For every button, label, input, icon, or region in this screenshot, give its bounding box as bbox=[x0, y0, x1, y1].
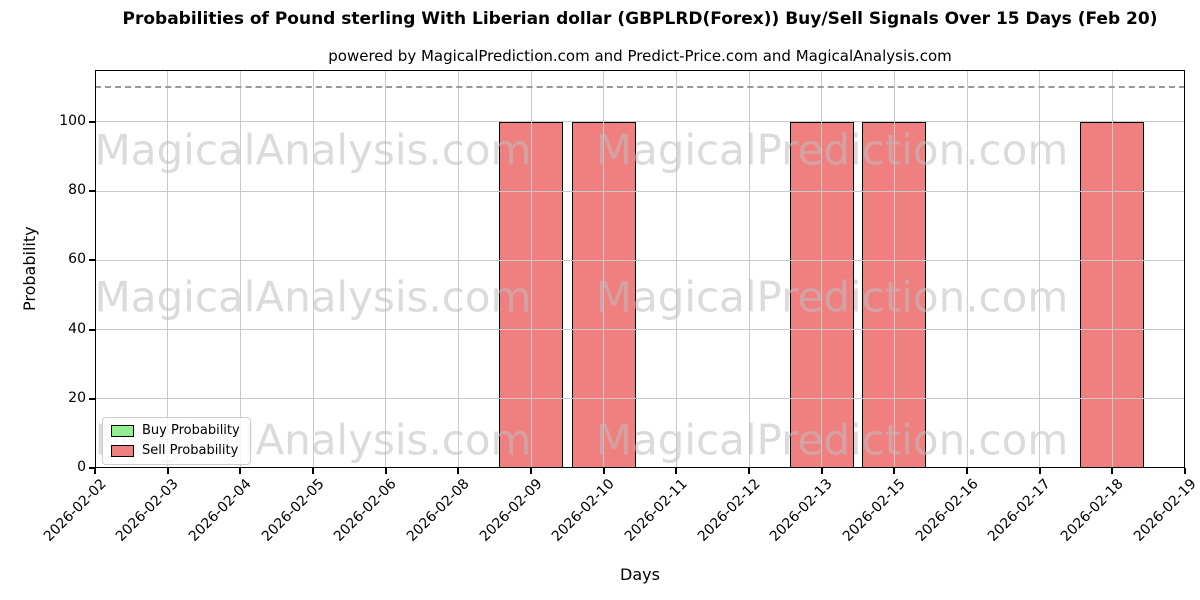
x-tick-label: 2026-02-10 bbox=[549, 476, 618, 545]
x-tick-mark bbox=[384, 468, 387, 474]
y-tick-mark bbox=[89, 120, 95, 123]
y-tick-label: 20 bbox=[68, 389, 86, 406]
x-tick-mark bbox=[312, 468, 314, 474]
chart-title: Probabilities of Pound sterling With Lib… bbox=[122, 9, 1158, 29]
legend: Buy Probability Sell Probability bbox=[102, 417, 251, 465]
y-tick-label: 40 bbox=[68, 320, 86, 337]
y-tick-mark bbox=[89, 328, 95, 331]
y-axis-label: Probability bbox=[20, 226, 39, 312]
x-tick-label: 2026-02-02 bbox=[40, 476, 110, 545]
watermark-text: MagicalPrediction.com bbox=[595, 125, 1069, 175]
legend-swatch-buy bbox=[111, 424, 134, 437]
gridline-vertical bbox=[312, 70, 314, 468]
x-tick-mark bbox=[166, 468, 169, 474]
x-tick-mark bbox=[893, 468, 896, 474]
x-tick-label: 2026-02-05 bbox=[258, 476, 328, 545]
x-tick-label: 2026-02-04 bbox=[185, 476, 255, 545]
gridline-vertical bbox=[821, 70, 823, 468]
x-tick-label: 2026-02-15 bbox=[839, 476, 909, 545]
x-tick-label: 2026-02-19 bbox=[1130, 476, 1200, 545]
x-tick-mark bbox=[820, 468, 823, 474]
x-tick-label: 2026-02-12 bbox=[694, 476, 764, 545]
x-tick-mark bbox=[457, 468, 460, 474]
legend-swatch-sell bbox=[111, 444, 134, 457]
y-tick-mark bbox=[89, 397, 95, 400]
x-tick-mark bbox=[1111, 468, 1114, 474]
gridline-vertical bbox=[1039, 70, 1041, 468]
gridline-horizontal bbox=[95, 329, 1185, 331]
x-tick-label: 2026-02-09 bbox=[476, 476, 546, 545]
watermark-text: MagicalPrediction.com bbox=[595, 415, 1069, 465]
gridline-horizontal bbox=[95, 259, 1185, 261]
x-tick-mark bbox=[530, 468, 532, 474]
gridline-horizontal bbox=[95, 398, 1185, 400]
y-tick-label: 100 bbox=[59, 112, 86, 129]
x-axis-label: Days bbox=[620, 565, 660, 584]
chart-subtitle: powered by MagicalPrediction.com and Pre… bbox=[328, 47, 952, 65]
legend-label: Buy Probability bbox=[142, 423, 240, 438]
gridline-vertical bbox=[1111, 70, 1113, 468]
x-tick-mark bbox=[966, 468, 968, 474]
legend-item: Sell Probability bbox=[111, 443, 240, 458]
x-tick-mark bbox=[239, 468, 242, 474]
x-tick-mark bbox=[675, 468, 678, 474]
x-tick-label: 2026-02-13 bbox=[767, 476, 836, 545]
gridline-vertical bbox=[1184, 70, 1185, 468]
gridline-vertical bbox=[966, 70, 968, 468]
legend-item: Buy Probability bbox=[111, 423, 240, 438]
x-tick-label: 2026-02-06 bbox=[331, 476, 400, 545]
x-tick-label: 2026-02-11 bbox=[621, 476, 691, 545]
y-tick-label: 0 bbox=[77, 459, 86, 475]
gridline-vertical bbox=[457, 70, 459, 468]
x-tick-label: 2026-02-18 bbox=[1057, 476, 1127, 545]
watermark-text: MagicalAnalysis.com bbox=[95, 272, 532, 322]
gridline-vertical bbox=[893, 70, 895, 468]
gridline-vertical bbox=[603, 70, 605, 468]
gridline-vertical bbox=[239, 70, 241, 468]
x-tick-mark bbox=[94, 468, 96, 474]
y-tick-label: 80 bbox=[68, 182, 86, 199]
x-tick-mark bbox=[748, 468, 750, 474]
x-tick-label: 2026-02-08 bbox=[403, 476, 473, 545]
watermark-text: MagicalPrediction.com bbox=[595, 272, 1069, 322]
y-tick-mark bbox=[89, 259, 95, 262]
y-tick-mark bbox=[89, 467, 95, 469]
legend-label: Sell Probability bbox=[142, 443, 239, 458]
gridline-vertical bbox=[167, 70, 169, 468]
x-tick-mark bbox=[1184, 468, 1186, 474]
plot-area: MagicalAnalysis.com MagicalPrediction.com… bbox=[95, 70, 1185, 468]
gridline-vertical bbox=[385, 70, 387, 468]
x-tick-label: 2026-02-16 bbox=[912, 476, 982, 545]
x-tick-mark bbox=[602, 468, 605, 474]
gridline-vertical bbox=[675, 70, 677, 468]
x-tick-label: 2026-02-03 bbox=[113, 476, 182, 545]
threshold-dashed-line bbox=[95, 86, 1185, 89]
y-tick-label: 60 bbox=[68, 251, 86, 268]
gridline-vertical bbox=[748, 70, 750, 468]
gridline-horizontal bbox=[95, 467, 1185, 468]
gridline-vertical bbox=[530, 70, 532, 468]
gridline-horizontal bbox=[95, 190, 1185, 192]
x-tick-label: 2026-02-17 bbox=[985, 476, 1054, 545]
x-tick-mark bbox=[1038, 468, 1041, 474]
y-tick-mark bbox=[89, 190, 95, 193]
watermark-text: MagicalAnalysis.com bbox=[95, 125, 532, 175]
gridline-horizontal bbox=[95, 121, 1185, 123]
